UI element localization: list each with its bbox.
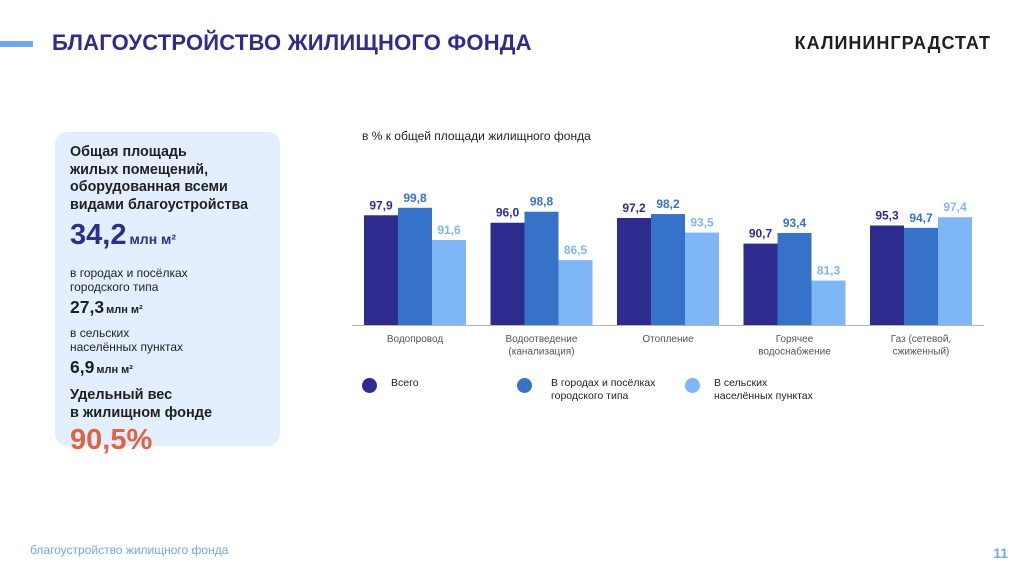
bar-value-label: 93,5 xyxy=(690,216,714,230)
bar xyxy=(777,232,812,325)
rural-area-value: 6,9 xyxy=(70,357,95,377)
bar xyxy=(904,227,938,325)
info-card: Общая площадь жилых помещений, оборудова… xyxy=(55,132,280,456)
bar-value-label: 97,4 xyxy=(943,200,967,214)
category-tick-label: Водоотведение xyxy=(506,334,578,345)
bar-value-label: 97,2 xyxy=(622,201,646,215)
share-value: 90,5% xyxy=(70,424,153,456)
total-area-value: 34,2 xyxy=(70,219,127,251)
bar xyxy=(811,280,846,325)
legend-item-urban: В городах и посёлках городского типа xyxy=(517,377,655,403)
footer-section-label: благоустройство жилищного фонда xyxy=(30,543,229,557)
urban-label-line: в городах и посёлках xyxy=(70,266,188,280)
bar-value-label: 99,8 xyxy=(403,191,427,205)
bar-value-label: 94,7 xyxy=(909,211,933,225)
total-area: 34,2 млн м² xyxy=(70,220,280,254)
legend-label-line: В сельских xyxy=(714,377,768,389)
legend-label-line: Всего xyxy=(391,377,419,389)
bar xyxy=(617,218,651,325)
share-heading-line: Удельный вес xyxy=(70,387,173,403)
bar-value-label: 98,2 xyxy=(656,197,680,211)
urban-label: в городах и посёлках городского типа xyxy=(70,266,280,294)
category-tick-label: Горячее xyxy=(776,334,814,345)
card-heading-line: жилых помещений, xyxy=(70,161,209,178)
category-tick-label: Водопровод xyxy=(387,334,443,345)
urban-area: 27,3 млн м² xyxy=(70,297,280,320)
bar-value-label: 98,8 xyxy=(530,195,554,209)
bar xyxy=(870,225,904,325)
card-heading-line: Общая площадь xyxy=(70,144,187,160)
rural-label-line: в сельских xyxy=(70,326,130,340)
category-tick-label: водоснабжение xyxy=(758,346,831,358)
bar xyxy=(490,222,525,325)
bar xyxy=(432,240,466,325)
legend-item-total: Всего xyxy=(362,377,419,393)
bar xyxy=(938,217,972,325)
rural-area: 6,9 млн м² xyxy=(70,357,280,380)
legend-label-rural: В сельских населённых пунктах xyxy=(714,377,813,403)
category-tick-label: (канализация) xyxy=(508,347,574,358)
bar xyxy=(524,211,559,325)
legend-swatch-rural xyxy=(685,378,700,393)
bar-value-label: 91,6 xyxy=(437,223,461,237)
urban-area-value: 27,3 xyxy=(70,297,105,317)
share-heading: Удельный вес в жилищном фонде xyxy=(70,386,280,422)
rural-label-line: населённых пунктах xyxy=(70,340,184,354)
legend-label-line: В городах и посёлках xyxy=(551,377,656,389)
category-tick-label: Отопление xyxy=(642,334,694,345)
card-heading: Общая площадь жилых помещений, оборудова… xyxy=(70,144,280,214)
rural-area-unit: млн м² xyxy=(96,364,133,376)
legend-swatch-total xyxy=(362,378,377,393)
total-area-unit: млн м² xyxy=(129,231,177,247)
bar xyxy=(685,232,719,325)
rural-label: в сельских населённых пунктах xyxy=(70,326,280,354)
bar xyxy=(398,207,432,325)
page-number: 11 xyxy=(993,545,1008,561)
urban-area-unit: млн м² xyxy=(106,304,143,316)
share-heading-line: в жилищном фонде xyxy=(70,405,213,421)
bar-value-label: 81,3 xyxy=(817,264,841,278)
bar-value-label: 90,7 xyxy=(749,227,773,241)
page-title: БЛАГОУСТРОЙСТВО ЖИЛИЩНОГО ФОНДА xyxy=(52,30,532,55)
brand-logo-text: КАЛИНИНГРАДСТАТ xyxy=(794,33,991,53)
bar xyxy=(364,215,398,325)
category-tick-label: сжиженный) xyxy=(893,347,950,358)
legend-label-line: городского типа xyxy=(551,390,629,402)
legend-label-total: Всего xyxy=(391,377,419,390)
bar-value-label: 96,0 xyxy=(496,206,520,220)
legend-label-urban: В городах и посёлках городского типа xyxy=(551,377,655,403)
bar xyxy=(558,260,593,325)
urban-label-line: городского типа xyxy=(70,280,159,294)
bar xyxy=(743,243,778,325)
bar-value-label: 95,3 xyxy=(875,208,899,222)
bar xyxy=(651,214,685,325)
legend-item-rural: В сельских населённых пунктах xyxy=(685,377,813,403)
card-heading-line: видами благоустройства xyxy=(70,196,249,213)
bar-value-label: 86,5 xyxy=(564,243,588,257)
bar-value-label: 97,9 xyxy=(369,198,393,212)
accent-bar xyxy=(0,41,33,47)
legend-swatch-urban xyxy=(517,378,532,393)
bar-value-label: 93,4 xyxy=(783,216,807,230)
category-tick-label: Газ (сетевой, xyxy=(891,334,951,345)
card-heading-line: оборудованная всеми xyxy=(70,179,228,195)
chart-subtitle: в % к общей площади жилищного фонда xyxy=(362,129,591,143)
legend-label-line: населённых пунктах xyxy=(714,390,813,402)
